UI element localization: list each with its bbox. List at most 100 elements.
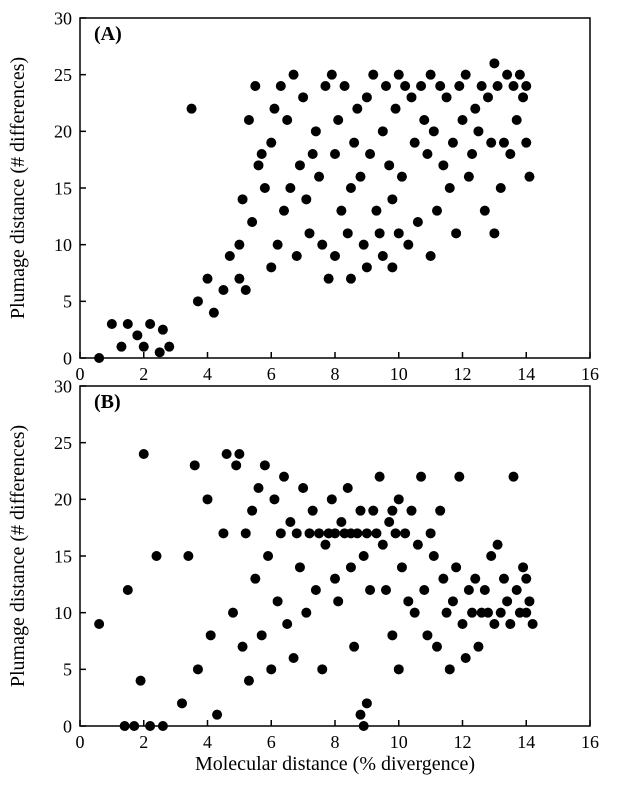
data-point — [467, 608, 477, 618]
data-point — [397, 172, 407, 182]
data-point — [387, 506, 397, 516]
y-tick-label: 20 — [54, 490, 72, 510]
data-point — [422, 149, 432, 159]
points — [94, 449, 538, 731]
data-point — [301, 194, 311, 204]
data-point — [403, 240, 413, 250]
data-point — [499, 138, 509, 148]
data-point — [129, 721, 139, 731]
data-point — [327, 494, 337, 504]
data-point — [356, 506, 366, 516]
data-point — [349, 642, 359, 652]
data-point — [359, 721, 369, 731]
data-point — [521, 574, 531, 584]
data-point — [512, 115, 522, 125]
data-point — [301, 608, 311, 618]
data-point — [378, 540, 388, 550]
data-point — [320, 81, 330, 91]
data-point — [305, 528, 315, 538]
data-point — [212, 710, 222, 720]
y-tick-label: 15 — [54, 178, 72, 198]
data-point — [234, 240, 244, 250]
data-point — [509, 472, 519, 482]
data-point — [308, 149, 318, 159]
data-point — [384, 517, 394, 527]
data-point — [362, 698, 372, 708]
x-tick-label: 0 — [76, 364, 85, 384]
data-point — [218, 528, 228, 538]
data-point — [371, 528, 381, 538]
y-tick-label: 0 — [63, 716, 72, 736]
data-point — [378, 251, 388, 261]
data-point — [203, 274, 213, 284]
data-point — [343, 228, 353, 238]
data-point — [123, 319, 133, 329]
data-point — [359, 240, 369, 250]
data-point — [381, 81, 391, 91]
panel-label: (A) — [94, 23, 122, 45]
data-point — [512, 585, 522, 595]
data-point — [429, 126, 439, 136]
data-point — [438, 574, 448, 584]
data-point — [320, 540, 330, 550]
data-point — [276, 528, 286, 538]
data-point — [432, 206, 442, 216]
data-point — [285, 517, 295, 527]
data-point — [285, 183, 295, 193]
data-point — [289, 70, 299, 80]
data-point — [387, 630, 397, 640]
data-point — [333, 115, 343, 125]
data-point — [282, 115, 292, 125]
data-point — [521, 138, 531, 148]
data-point — [362, 262, 372, 272]
data-point — [362, 92, 372, 102]
data-point — [432, 642, 442, 652]
x-tick-label: 0 — [76, 732, 85, 752]
data-point — [225, 251, 235, 261]
data-point — [116, 342, 126, 352]
x-tick-label: 10 — [390, 732, 408, 752]
x-tick-label: 16 — [581, 732, 599, 752]
data-point — [464, 172, 474, 182]
data-point — [346, 274, 356, 284]
x-tick-label: 8 — [331, 364, 340, 384]
data-point — [435, 81, 445, 91]
data-point — [426, 528, 436, 538]
data-point — [257, 630, 267, 640]
data-point — [458, 115, 468, 125]
data-point — [458, 619, 468, 629]
data-point — [509, 81, 519, 91]
data-point — [352, 528, 362, 538]
data-point — [505, 149, 515, 159]
data-point — [250, 81, 260, 91]
data-point — [524, 596, 534, 606]
data-point — [279, 472, 289, 482]
data-point — [489, 228, 499, 238]
data-point — [222, 449, 232, 459]
data-point — [238, 642, 248, 652]
x-tick-label: 2 — [139, 364, 148, 384]
data-point — [218, 285, 228, 295]
data-point — [292, 528, 302, 538]
data-point — [375, 228, 385, 238]
data-point — [244, 115, 254, 125]
data-point — [397, 562, 407, 572]
points — [94, 58, 534, 363]
y-tick-label: 30 — [54, 376, 72, 396]
data-point — [314, 172, 324, 182]
data-point — [330, 574, 340, 584]
data-point — [515, 70, 525, 80]
data-point — [365, 585, 375, 595]
data-point — [311, 126, 321, 136]
data-point — [387, 194, 397, 204]
data-point — [282, 619, 292, 629]
data-point — [403, 596, 413, 606]
data-point — [493, 540, 503, 550]
data-point — [528, 619, 538, 629]
data-point — [292, 251, 302, 261]
y-axis-title: Plumage distance (# differences) — [7, 425, 29, 687]
data-point — [333, 596, 343, 606]
data-point — [244, 676, 254, 686]
data-point — [330, 251, 340, 261]
data-point — [120, 721, 130, 731]
